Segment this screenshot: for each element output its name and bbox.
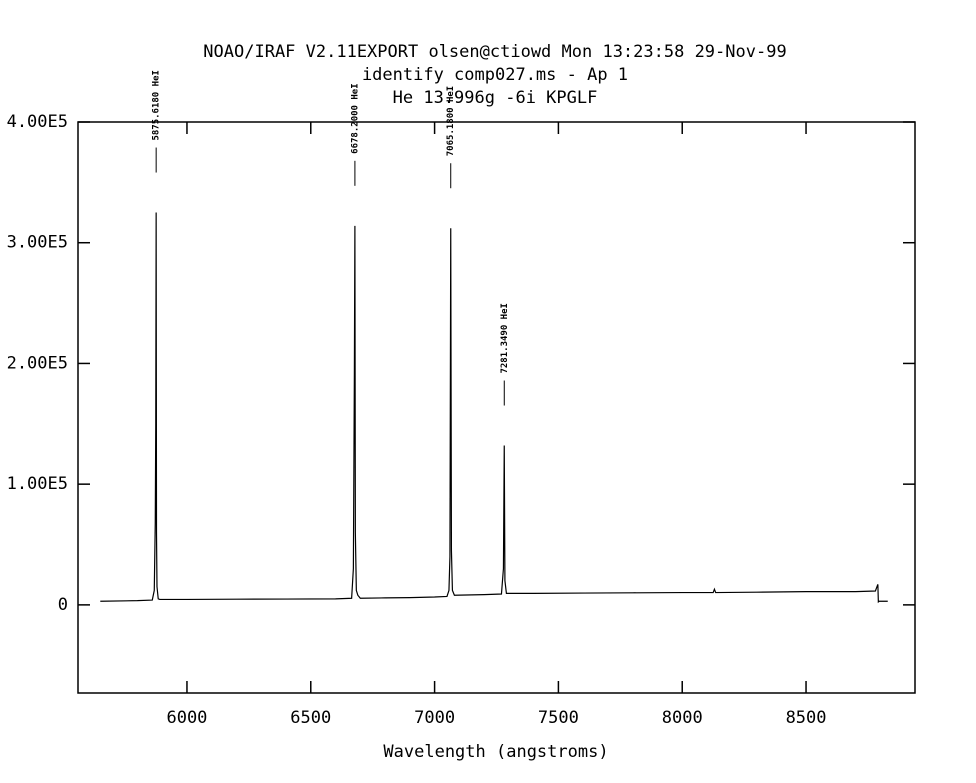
x-tick-label: 7000 (414, 708, 455, 728)
x-tick-label: 7500 (538, 708, 579, 728)
y-tick-label: 3.00E5 (7, 233, 68, 253)
y-tick-label: 1.00E5 (7, 474, 68, 494)
line-id-label: 7065.1800 HeI (446, 86, 456, 156)
y-tick-label: 4.00E5 (7, 112, 68, 132)
line-id-label: 7281.3490 HeI (500, 303, 510, 373)
y-tick-label: 0 (58, 595, 68, 615)
x-tick-label: 6500 (290, 708, 331, 728)
plot-frame (77, 121, 916, 694)
line-id-label: 5875.6180 HeI (152, 70, 162, 140)
line-id-label: 6678.2000 HeI (350, 83, 360, 153)
chart-title: He 13.996g -6i KPGLF (393, 88, 598, 108)
chart-title: NOAO/IRAF V2.11EXPORT olsen@ctiowd Mon 1… (203, 42, 786, 62)
x-axis-label: Wavelength (angstroms) (383, 742, 608, 762)
spectrum-line (100, 212, 888, 604)
chart-title: identify comp027.ms - Ap 1 (362, 65, 628, 85)
x-tick-label: 8000 (662, 708, 703, 728)
x-tick-label: 6000 (166, 708, 207, 728)
y-tick-label: 2.00E5 (7, 353, 68, 373)
x-tick-label: 8500 (786, 708, 827, 728)
